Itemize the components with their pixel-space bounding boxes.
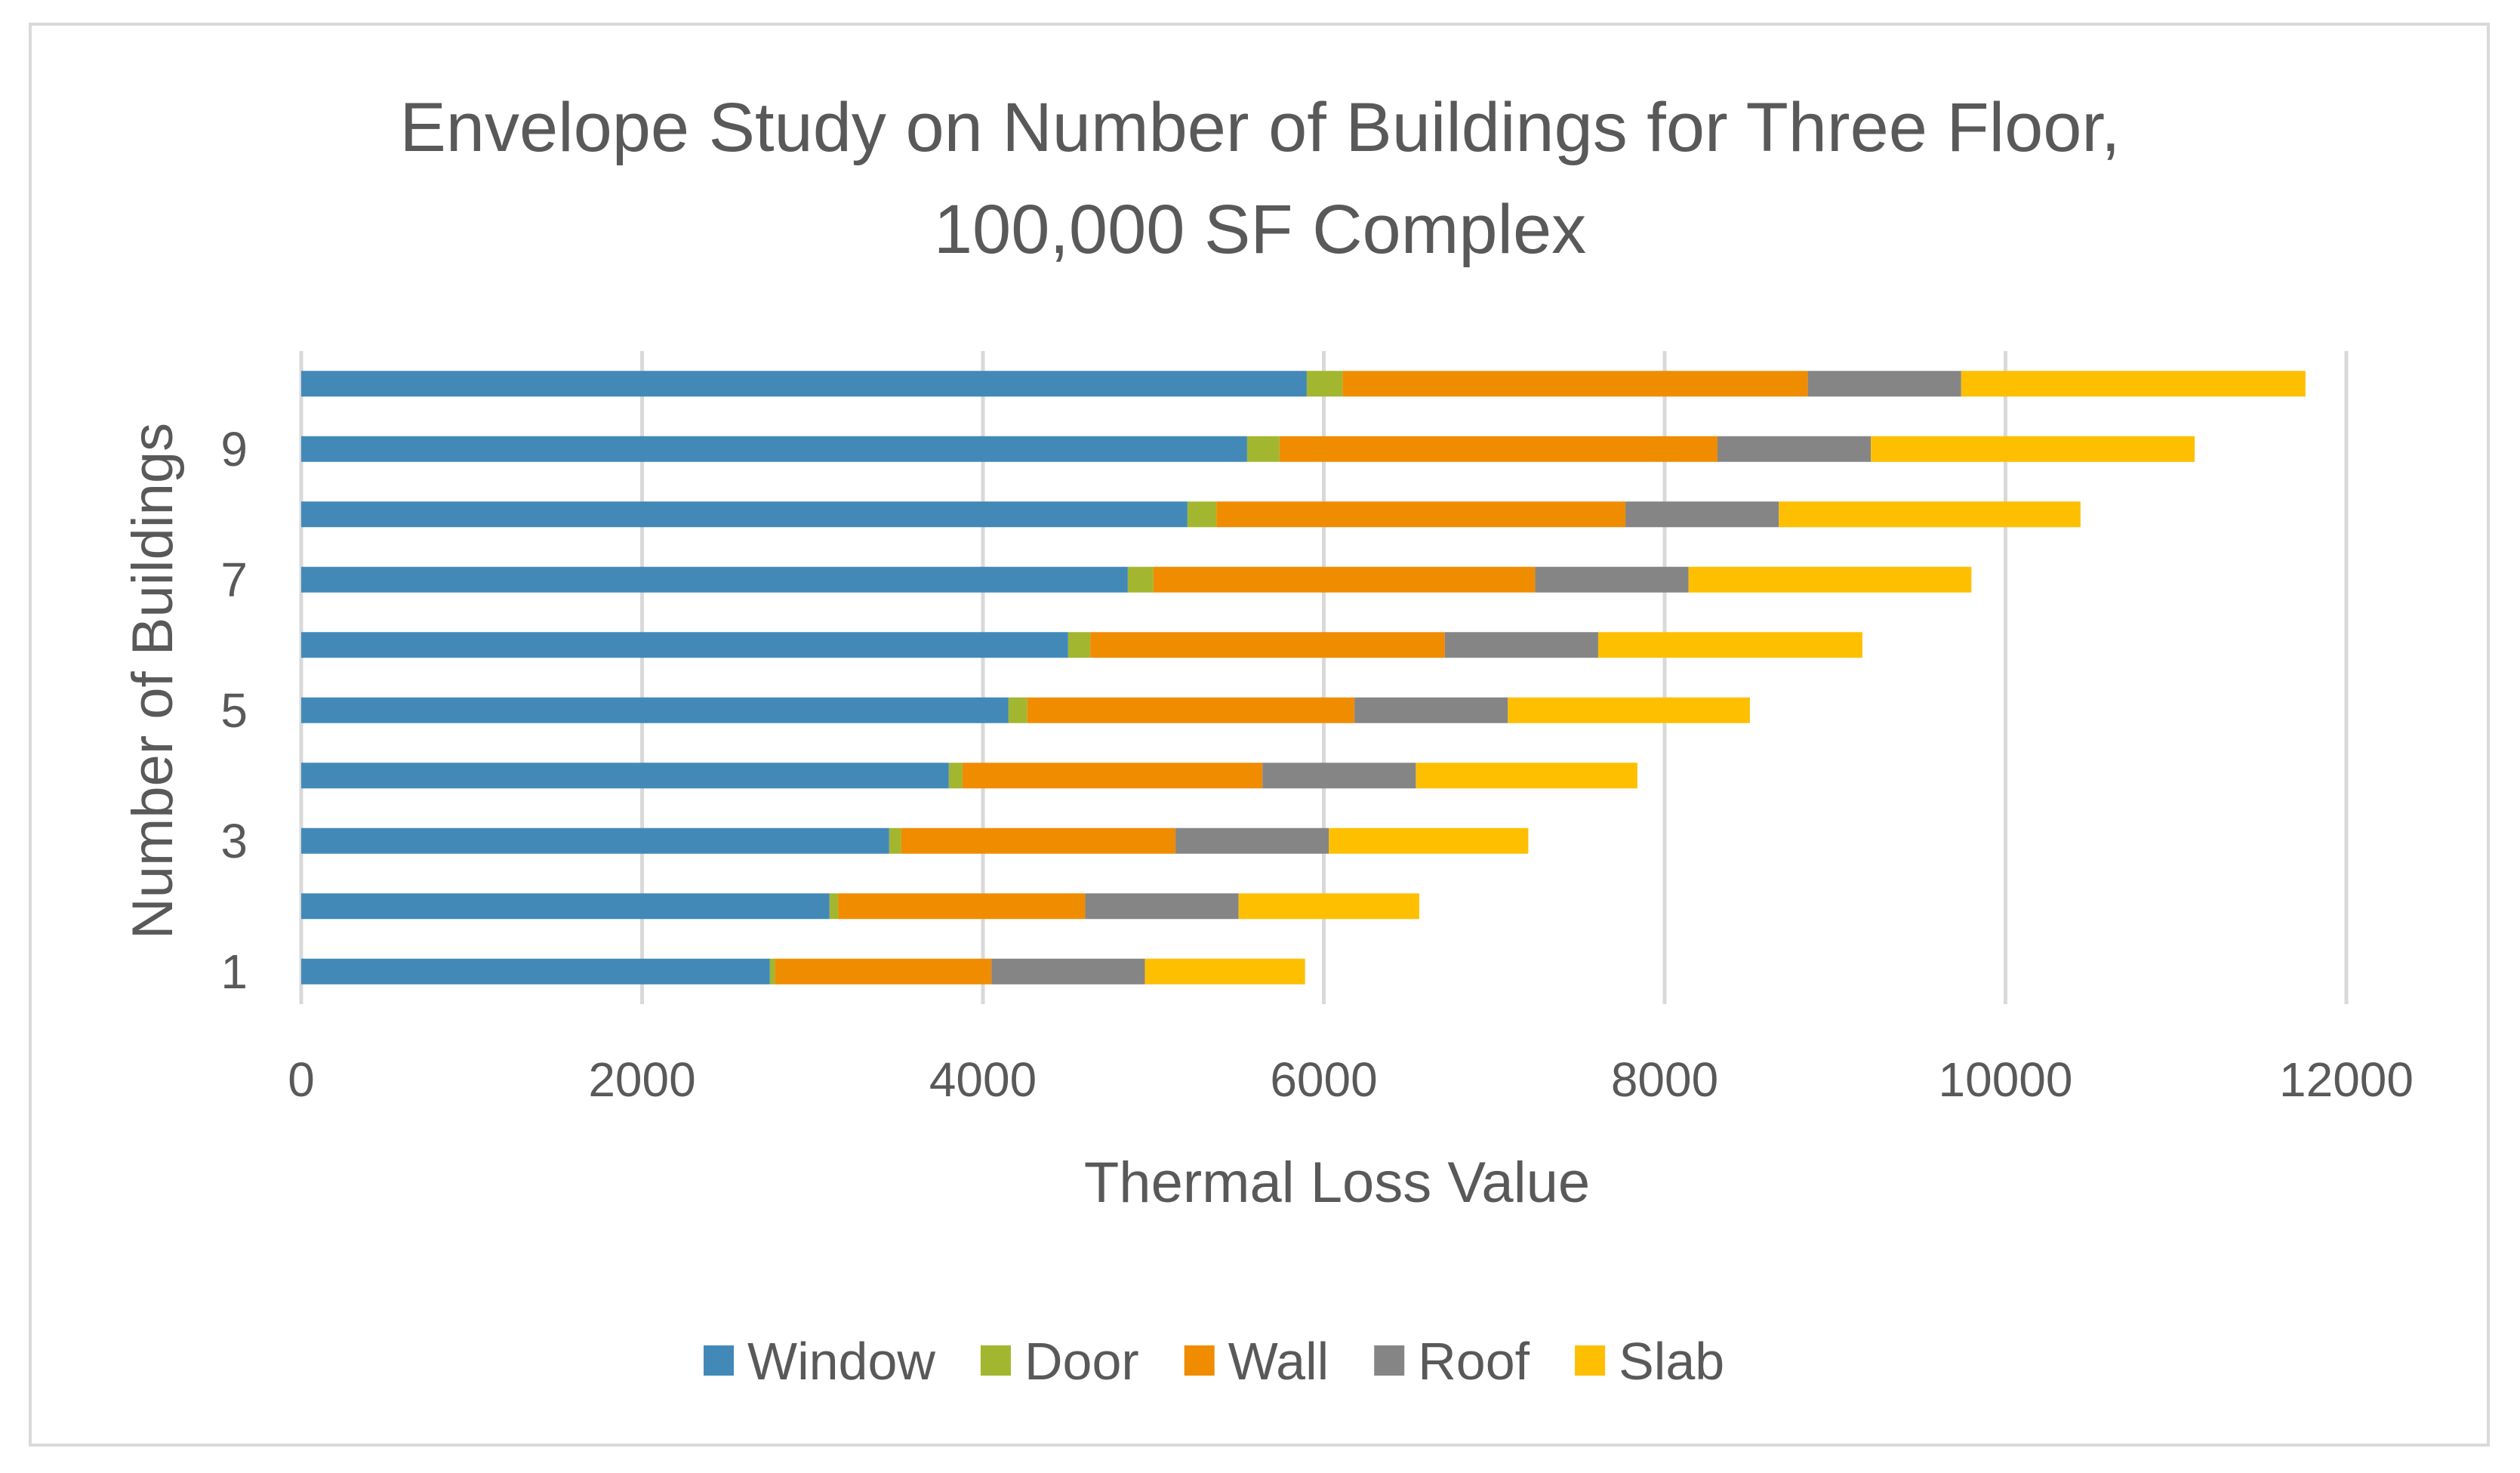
bar-slab-5 — [1508, 697, 1750, 723]
bars — [301, 371, 2306, 985]
bar-wall-8 — [1216, 501, 1626, 528]
y-axis-ticks: 1 3 5 7 9 — [220, 422, 248, 999]
bar-slab-7 — [1688, 566, 1972, 593]
bar-roof-3 — [1175, 827, 1329, 854]
y-tick-label: 5 — [220, 683, 248, 738]
bar-slab-8 — [1779, 501, 2081, 528]
legend-label-slab: Slab — [1619, 1332, 1724, 1391]
bar-slab-9 — [1871, 436, 2195, 462]
x-tick-label: 8000 — [1611, 1052, 1718, 1107]
legend-label-door: Door — [1024, 1332, 1139, 1391]
bar-roof-7 — [1535, 566, 1689, 593]
x-tick-label: 4000 — [929, 1052, 1037, 1107]
bar-window-8 — [301, 501, 1188, 528]
bar-roof-9 — [1717, 436, 1872, 462]
y-tick-label: 9 — [220, 422, 248, 476]
bar-door-4 — [948, 763, 963, 789]
y-tick-label: 3 — [220, 814, 248, 868]
legend-swatch-window — [704, 1345, 734, 1376]
x-tick-label: 6000 — [1270, 1052, 1377, 1107]
bar-door-5 — [1008, 697, 1027, 723]
legend-swatch-wall — [1184, 1345, 1215, 1376]
y-axis-title: Number of Buildings — [121, 423, 185, 939]
bar-door-7 — [1127, 566, 1154, 593]
legend-label-wall: Wall — [1228, 1332, 1329, 1391]
bar-door-9 — [1246, 436, 1280, 462]
x-tick-label: 2000 — [588, 1052, 695, 1107]
legend-label-roof: Roof — [1418, 1332, 1530, 1391]
bar-window-7 — [301, 566, 1128, 593]
bar-window-1 — [301, 958, 770, 985]
bar-wall-2 — [838, 893, 1086, 920]
bar-slab-6 — [1597, 632, 1862, 658]
bar-wall-3 — [901, 827, 1176, 854]
bar-roof-10 — [1807, 371, 1961, 397]
bar-roof-4 — [1262, 763, 1416, 789]
bar-wall-4 — [962, 763, 1263, 789]
legend-swatch-door — [980, 1345, 1011, 1376]
x-tick-label: 12000 — [2279, 1052, 2414, 1107]
bar-wall-9 — [1279, 436, 1717, 462]
bar-door-2 — [829, 893, 839, 920]
bar-wall-5 — [1027, 697, 1355, 723]
bar-door-3 — [889, 827, 901, 854]
bar-wall-1 — [775, 958, 992, 985]
bar-slab-1 — [1144, 958, 1305, 985]
bar-roof-6 — [1444, 632, 1598, 658]
x-axis-ticks: 0 2000 4000 6000 8000 10000 12000 — [288, 1052, 2414, 1107]
y-tick-label: 1 — [220, 945, 248, 999]
bar-window-3 — [301, 827, 889, 854]
x-tick-label: 10000 — [1939, 1052, 2073, 1107]
bar-door-6 — [1067, 632, 1091, 658]
x-tick-label: 0 — [288, 1052, 315, 1107]
legend: Window Door Wall Roof Slab — [704, 1332, 1724, 1391]
bar-roof-2 — [1085, 893, 1239, 920]
bar-roof-5 — [1354, 697, 1508, 723]
bar-window-9 — [301, 436, 1247, 462]
bar-roof-1 — [991, 958, 1145, 985]
bar-window-10 — [301, 371, 1307, 397]
bar-door-10 — [1306, 371, 1343, 397]
bar-window-4 — [301, 763, 949, 789]
bar-wall-10 — [1342, 371, 1808, 397]
bar-window-6 — [301, 632, 1068, 658]
bar-window-5 — [301, 697, 1009, 723]
chart-title-line-2: 100,000 SF Complex — [934, 191, 1586, 268]
bar-wall-7 — [1153, 566, 1536, 593]
x-axis-title: Thermal Loss Value — [1084, 1151, 1590, 1215]
bar-slab-2 — [1238, 893, 1419, 920]
bar-door-8 — [1187, 501, 1217, 528]
bar-slab-10 — [1961, 371, 2306, 397]
chart-title-line-1: Envelope Study on Number of Buildings fo… — [399, 89, 2120, 166]
bar-wall-6 — [1090, 632, 1445, 658]
bar-window-2 — [301, 893, 830, 920]
legend-label-window: Window — [747, 1332, 935, 1391]
bar-door-1 — [769, 958, 775, 985]
legend-swatch-roof — [1374, 1345, 1405, 1376]
chart-area — [29, 23, 2490, 1447]
bar-slab-4 — [1416, 763, 1637, 789]
y-tick-label: 7 — [220, 553, 248, 607]
bar-roof-8 — [1625, 501, 1779, 528]
legend-swatch-slab — [1575, 1345, 1606, 1376]
bar-slab-3 — [1329, 827, 1529, 854]
